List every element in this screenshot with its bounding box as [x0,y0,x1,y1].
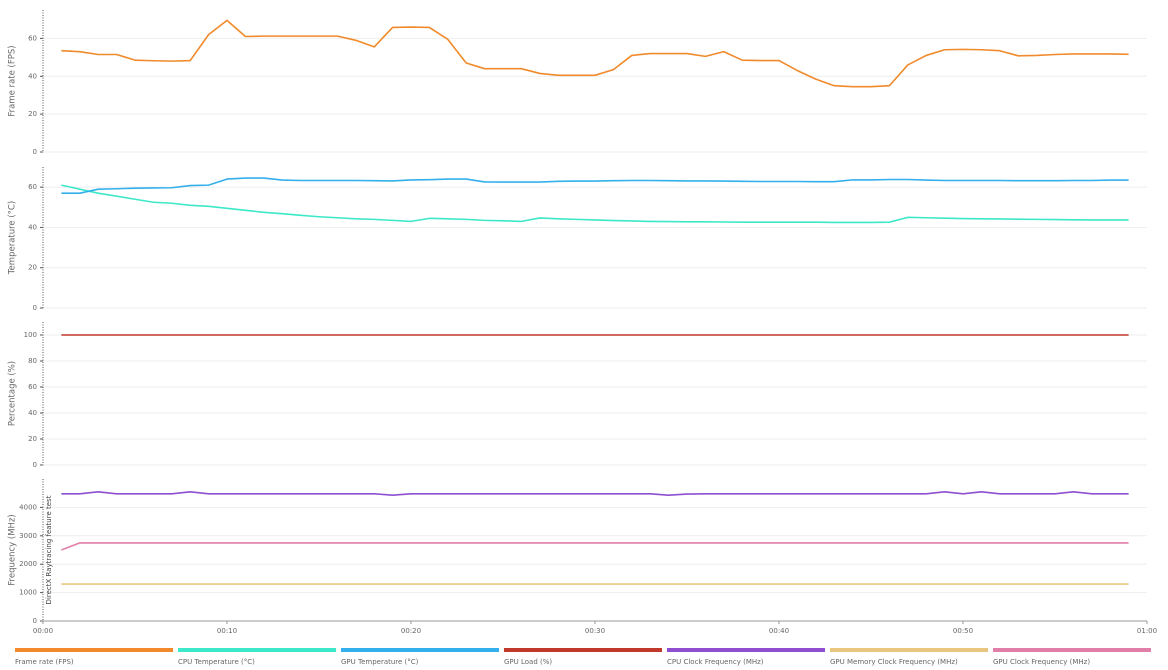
legend-label: GPU Temperature (°C) [341,658,419,666]
x-tick-label: 00:40 [769,627,789,635]
y-axis-label: Percentage (%) [8,361,18,426]
y-tick-label: 3000 [19,532,37,540]
legend-swatch [504,648,662,652]
legend-label: GPU Load (%) [504,658,552,666]
y-tick-label: 20 [28,264,37,272]
y-tick-label: 0 [33,304,37,312]
legend-swatch [993,648,1151,652]
series-line [61,490,1129,496]
y-tick-label: 80 [28,357,37,365]
x-tick-label: 00:30 [585,627,605,635]
legend-label: GPU Clock Frequency (MHz) [993,658,1090,666]
x-tick-label: 00:00 [33,627,53,635]
y-tick-label: 100 [24,331,37,339]
legend-swatch [178,648,336,652]
x-tick-label: 00:20 [401,627,421,635]
y-tick-label: 40 [28,72,37,80]
y-axis-label: Frame rate (FPS) [8,45,18,116]
legend-swatch [15,648,173,652]
y-tick-label: 0 [33,148,37,156]
y-tick-label: 0 [33,461,37,469]
y-tick-label: 60 [28,383,37,391]
y-tick-label: 2000 [19,560,37,568]
y-tick-label: 60 [28,183,37,191]
series-line [61,184,1129,224]
y-tick-label: 60 [28,34,37,42]
legend-swatch [667,648,825,652]
legend-label: CPU Clock Frequency (MHz) [667,658,764,666]
y-tick-label: 0 [33,617,37,625]
y-tick-label: 40 [28,409,37,417]
legend-swatch [830,648,988,652]
y-tick-label: 20 [28,110,37,118]
x-tick-label: 00:50 [953,627,973,635]
y-tick-label: 40 [28,223,37,231]
y-tick-label: 4000 [19,503,37,511]
legend-label: CPU Temperature (°C) [178,658,255,666]
y-axis-label: Temperature (°C) [8,201,18,275]
y-tick-label: 1000 [19,589,37,597]
x-tick-label: 01:00 [1137,627,1157,635]
legend-label: GPU Memory Clock Frequency (MHz) [830,658,958,666]
y-axis-label: Frequency (MHz) [8,514,18,585]
legend-swatch [341,648,499,652]
y-tick-label: 20 [28,435,37,443]
series-line [61,19,1129,88]
series-line [61,542,1129,551]
series-line [61,177,1129,194]
legend-label: Frame rate (FPS) [15,658,74,666]
annotation: DirectX Raytracing feature test [45,495,53,604]
x-tick-label: 00:10 [217,627,237,635]
